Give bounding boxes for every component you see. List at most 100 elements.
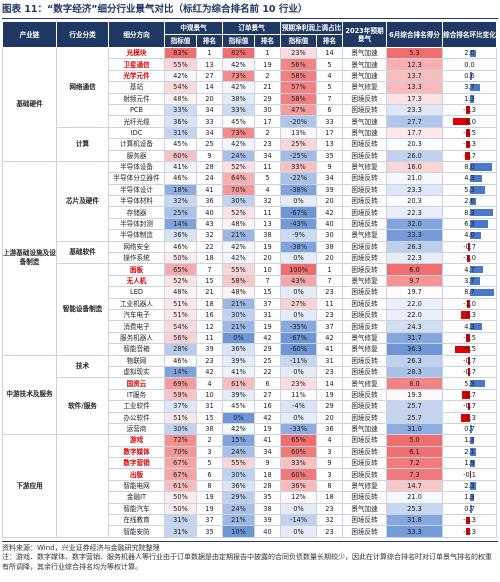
figure-title: 图表 11：“数字经济”细分行业景气对比（标红为综合排名前 10 行业） bbox=[2, 2, 498, 19]
value-cell: 1 bbox=[196, 46, 223, 60]
value-cell: 困境反转 bbox=[342, 434, 387, 447]
value-cell: 50% bbox=[164, 252, 197, 265]
value-cell: 31.7 bbox=[386, 331, 443, 345]
change-value: 8.3 bbox=[464, 208, 475, 217]
value-cell: 21% bbox=[222, 513, 255, 527]
table-row: 智能设备制造 面板 65% 7 55% 10 100% 1 困境反转 6.0 4.7 bbox=[3, 263, 497, 356]
value-cell: 4 bbox=[196, 377, 223, 390]
value-cell: 29 bbox=[254, 343, 281, 356]
value-cell: 26.3 bbox=[386, 240, 443, 254]
table-row: 工业软件 37% 31 45% 16 -4% 29 困境反转 25.7 -0.7 bbox=[3, 400, 497, 413]
value-cell: 38 bbox=[196, 422, 223, 436]
value-cell: 23 bbox=[254, 138, 281, 151]
table-row: 半导体分立器件 46% 24 64% 5 -22% 34 困境反转 21.0 4.3 bbox=[3, 172, 497, 185]
value-cell: 33.3 bbox=[386, 525, 443, 538]
value-cell: 困境反转 bbox=[342, 525, 387, 538]
value-cell: 6 bbox=[254, 377, 281, 390]
value-cell: 困境反转 bbox=[342, 183, 387, 197]
value-cell: 7 bbox=[316, 274, 343, 288]
value-cell: 6 bbox=[316, 103, 343, 117]
value-cell: 24% bbox=[222, 149, 255, 162]
value-cell: 31% bbox=[164, 513, 197, 527]
value-cell: 15 bbox=[254, 286, 281, 299]
value-cell: 困境反转 bbox=[342, 297, 387, 311]
value-cell: 22.3 bbox=[386, 206, 443, 219]
value-cell: 23 bbox=[316, 286, 343, 299]
value-cell: 51% bbox=[164, 297, 197, 311]
value-cell: 11 bbox=[254, 160, 281, 174]
value-cell: 41% bbox=[164, 160, 197, 174]
change-bar bbox=[465, 334, 470, 342]
value-cell: 19.3 bbox=[386, 388, 443, 402]
value-cell: 29% bbox=[222, 491, 255, 504]
value-cell: -14% bbox=[280, 513, 317, 527]
value-cell: 69% bbox=[164, 377, 197, 390]
sub-industry-cell: 出版 bbox=[108, 468, 165, 481]
value-cell: 50% bbox=[164, 491, 197, 504]
value-cell: 12.3 bbox=[386, 58, 443, 71]
value-cell: 38 bbox=[254, 229, 281, 242]
sub-industry-cell: 卫星通信 bbox=[108, 58, 165, 71]
value-cell: 2 bbox=[254, 69, 281, 83]
header-cell: 细分方向 bbox=[108, 21, 165, 48]
sub-industry-cell: IT服务 bbox=[108, 388, 165, 402]
change-cell: 4.7 bbox=[442, 263, 497, 276]
value-cell: 37 bbox=[196, 513, 223, 527]
table-row: 光纤光缆 36% 33 45% 17 -20% 33 景气加速 27.7 -6.0 bbox=[3, 115, 497, 128]
value-cell: 15% bbox=[222, 434, 255, 447]
change-value: 2.3 bbox=[464, 482, 475, 491]
value-cell: 11 bbox=[254, 206, 281, 219]
sub-industry-cell: 面板 bbox=[108, 263, 165, 276]
value-cell: 35 bbox=[254, 491, 281, 504]
value-cell: 35 bbox=[316, 149, 343, 162]
value-cell: 困境反转 bbox=[342, 411, 387, 424]
value-cell: 景气修复 bbox=[342, 377, 387, 390]
change-value: -0.7 bbox=[463, 368, 476, 377]
change-cell: -3.3 bbox=[442, 411, 497, 424]
value-cell: 20 bbox=[316, 252, 343, 265]
value-cell: 46% bbox=[164, 172, 197, 185]
sub-industry-cell: 物联网 bbox=[108, 354, 165, 367]
value-cell: 29 bbox=[316, 400, 343, 413]
sub-industry-cell: 光学元件 bbox=[108, 69, 165, 83]
value-cell: 5.3 bbox=[386, 46, 443, 60]
value-cell: 困境反转 bbox=[342, 308, 387, 322]
value-cell: 31 bbox=[196, 400, 223, 413]
header-cell: 中观景气 bbox=[164, 21, 223, 35]
value-cell: 23 bbox=[316, 502, 343, 516]
value-cell: 26.0 bbox=[386, 149, 443, 162]
change-value: -1.3 bbox=[463, 140, 476, 149]
value-cell: 25 bbox=[254, 354, 281, 367]
value-cell: 21.0 bbox=[386, 172, 443, 185]
change-bar bbox=[466, 140, 470, 149]
change-bar bbox=[470, 174, 483, 183]
sub-industry-cell: PCB bbox=[108, 103, 165, 117]
sub-industry-cell: 半导体封测 bbox=[108, 217, 165, 231]
change-cell: -3.3 bbox=[442, 308, 497, 322]
value-cell: 64% bbox=[222, 172, 255, 185]
change-value: 0.0 bbox=[464, 60, 475, 69]
change-bar bbox=[470, 493, 474, 502]
value-cell: 5 bbox=[316, 58, 343, 71]
chain-cell: 下游应用 bbox=[2, 434, 57, 538]
sub-industry-cell: 无人机 bbox=[108, 274, 165, 288]
change-cell: 8.0 bbox=[442, 160, 497, 174]
table-row: 射频元件 48% 20 38% 29 58% 7 困境反转 17.3 1.3 bbox=[3, 92, 497, 105]
table-head: 产业链 行业分类 细分方向 中观景气 订单景气 预期净利润上调占比 2023年预… bbox=[2, 21, 497, 48]
change-bar bbox=[453, 117, 470, 126]
value-cell: 34 bbox=[316, 172, 343, 185]
value-cell: 60% bbox=[164, 149, 197, 162]
value-cell: 13 bbox=[254, 217, 281, 231]
value-cell: 21% bbox=[222, 320, 255, 333]
header-cell: 6月综合排名得分 bbox=[386, 21, 443, 48]
table-row: 基础硬件 网络通信 光模块 83% 1 82% 1 23% 14 景气加速 5.3 2.0 bbox=[2, 46, 497, 162]
sub-industry-cell: 智能汽车 bbox=[108, 502, 165, 516]
change-cell: 1.3 bbox=[442, 434, 497, 447]
value-cell: 40 bbox=[254, 525, 281, 538]
value-cell: -67% bbox=[280, 206, 317, 219]
change-bar bbox=[465, 129, 470, 137]
value-cell: 36 bbox=[196, 195, 223, 208]
sub-industry-cell: IDC bbox=[108, 126, 165, 140]
value-cell: 1 bbox=[254, 46, 281, 60]
